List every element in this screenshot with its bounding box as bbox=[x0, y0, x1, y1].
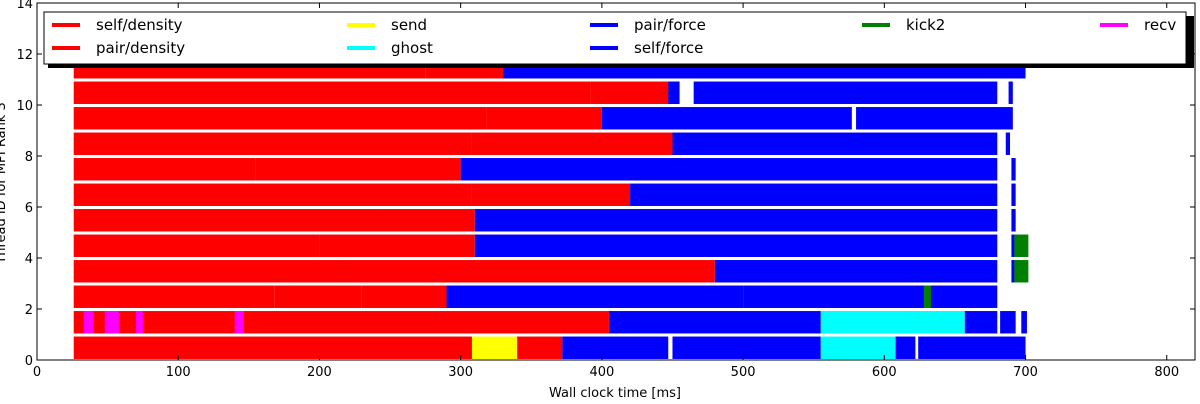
y-tick-label: 2 bbox=[25, 303, 33, 318]
x-axis-label: Wall clock time [ms] bbox=[549, 386, 681, 400]
task-segment-pair-density bbox=[486, 107, 602, 130]
x-tick-label: 300 bbox=[448, 365, 473, 380]
task-segment-self-force bbox=[895, 336, 916, 359]
task-segment-pair-density bbox=[590, 81, 680, 104]
y-tick-label: 10 bbox=[16, 99, 33, 114]
task-segment-send bbox=[471, 336, 518, 359]
x-tick-label: 500 bbox=[731, 365, 756, 380]
x-tick-label: 400 bbox=[589, 365, 614, 380]
legend-label: pair/force bbox=[634, 16, 706, 34]
legend-label: kick2 bbox=[906, 16, 945, 34]
task-segment-self-density bbox=[73, 132, 472, 155]
task-segment-recv bbox=[234, 311, 244, 334]
task-segment-recv bbox=[83, 311, 94, 334]
task-segment-self-density bbox=[73, 234, 320, 257]
legend-label: recv bbox=[1144, 16, 1176, 34]
y-tick-label: 4 bbox=[25, 252, 33, 267]
task-segment-pair-density bbox=[350, 260, 715, 283]
task-segment-pair-force bbox=[1005, 132, 1011, 155]
task-segment-pair-density bbox=[361, 285, 447, 308]
y-tick-label: 8 bbox=[25, 150, 33, 165]
task-segment-kick2 bbox=[1014, 260, 1029, 283]
task-segment-pair-density bbox=[471, 183, 631, 206]
legend-label: send bbox=[391, 16, 427, 34]
task-segment-ghost bbox=[820, 336, 896, 359]
task-segment-ghost bbox=[820, 311, 965, 334]
task-segment-pair-force bbox=[693, 81, 998, 104]
legend-label: pair/density bbox=[96, 39, 185, 57]
task-segment-pair-force bbox=[672, 132, 998, 155]
task-segment-self-density bbox=[73, 81, 591, 104]
x-tick-label: 0 bbox=[33, 365, 41, 380]
task-segment-self-force bbox=[1000, 311, 1016, 334]
task-segment-pair-force bbox=[1008, 81, 1013, 104]
task-segment-recv bbox=[104, 311, 119, 334]
task-segment-kick2 bbox=[1014, 234, 1029, 257]
axes: 0 100 200 300 400 500 600 700 800 0 2 4 6 8 10 12 14 bbox=[16, 0, 1196, 380]
task-segment-pair-force bbox=[668, 81, 680, 104]
task-segment-pair-force bbox=[856, 107, 1013, 130]
task-segment-pair-density bbox=[243, 311, 609, 334]
legend-label: self/density bbox=[96, 16, 183, 34]
legend-box bbox=[43, 11, 1187, 65]
y-tick-label: 14 bbox=[16, 0, 33, 12]
task-segment-pair-force bbox=[1011, 158, 1016, 181]
task-segment-pair-force bbox=[446, 285, 744, 308]
plot-frame bbox=[36, 2, 1196, 361]
y-tick-label: 0 bbox=[25, 354, 33, 369]
task-segment-pair-density bbox=[517, 336, 563, 359]
x-tick-label: 200 bbox=[307, 365, 332, 380]
x-tick-label: 700 bbox=[1013, 365, 1038, 380]
task-segment-self-density bbox=[73, 336, 472, 359]
task-segment-pair-force bbox=[630, 183, 998, 206]
task-segment-pair-density bbox=[382, 209, 475, 232]
task-segment-pair-force bbox=[918, 336, 1026, 359]
task-segment-pair-force bbox=[474, 234, 998, 257]
task-segment-self-density bbox=[73, 107, 487, 130]
task-segment-self-density bbox=[73, 209, 383, 232]
task-segment-self-density bbox=[73, 183, 472, 206]
task-segment-self-density bbox=[73, 285, 275, 308]
task-segment-pair-force bbox=[672, 336, 821, 359]
x-tick-label: 600 bbox=[872, 365, 897, 380]
task-segment-self-density bbox=[73, 158, 256, 181]
task-segment-pair-force bbox=[1011, 183, 1016, 206]
task-segment-self-force bbox=[474, 209, 998, 232]
task-segment-pair-density bbox=[274, 285, 362, 308]
task-segment-pair-force bbox=[1011, 234, 1016, 257]
task-segment-pair-force bbox=[562, 336, 669, 359]
y-tick-label: 12 bbox=[16, 48, 33, 63]
task-segment-self-force bbox=[743, 285, 998, 308]
x-tick-label: 100 bbox=[166, 365, 191, 380]
x-tick-label: 800 bbox=[1154, 365, 1179, 380]
task-segment-recv bbox=[135, 311, 143, 334]
y-tick-label: 6 bbox=[25, 201, 33, 216]
task-segment-pair-force bbox=[1021, 311, 1027, 334]
y-axis-label: Thread ID for MPI Rank 3 bbox=[0, 102, 9, 264]
task-segment-pair-force bbox=[601, 107, 852, 130]
task-segment-pair-force bbox=[460, 158, 998, 181]
task-segment-pair-density bbox=[255, 158, 461, 181]
task-segment-pair-density bbox=[471, 132, 673, 155]
task-segment-pair-force bbox=[1011, 209, 1016, 232]
task-segment-pair-force bbox=[714, 260, 998, 283]
task-segment-self-density bbox=[73, 260, 351, 283]
task-segment-pair-force bbox=[608, 311, 821, 334]
legend-label: ghost bbox=[391, 39, 433, 57]
task-segment-pair-density bbox=[319, 234, 475, 257]
legend-label: self/force bbox=[634, 39, 703, 57]
legend: self/density pair/density send ghost pair/fo… bbox=[43, 11, 1194, 68]
task-segment-pair-force bbox=[1011, 260, 1016, 283]
task-segment-kick2 bbox=[923, 285, 931, 308]
task-segment-self-density bbox=[73, 311, 242, 334]
task-segment-pair-force bbox=[964, 311, 998, 334]
